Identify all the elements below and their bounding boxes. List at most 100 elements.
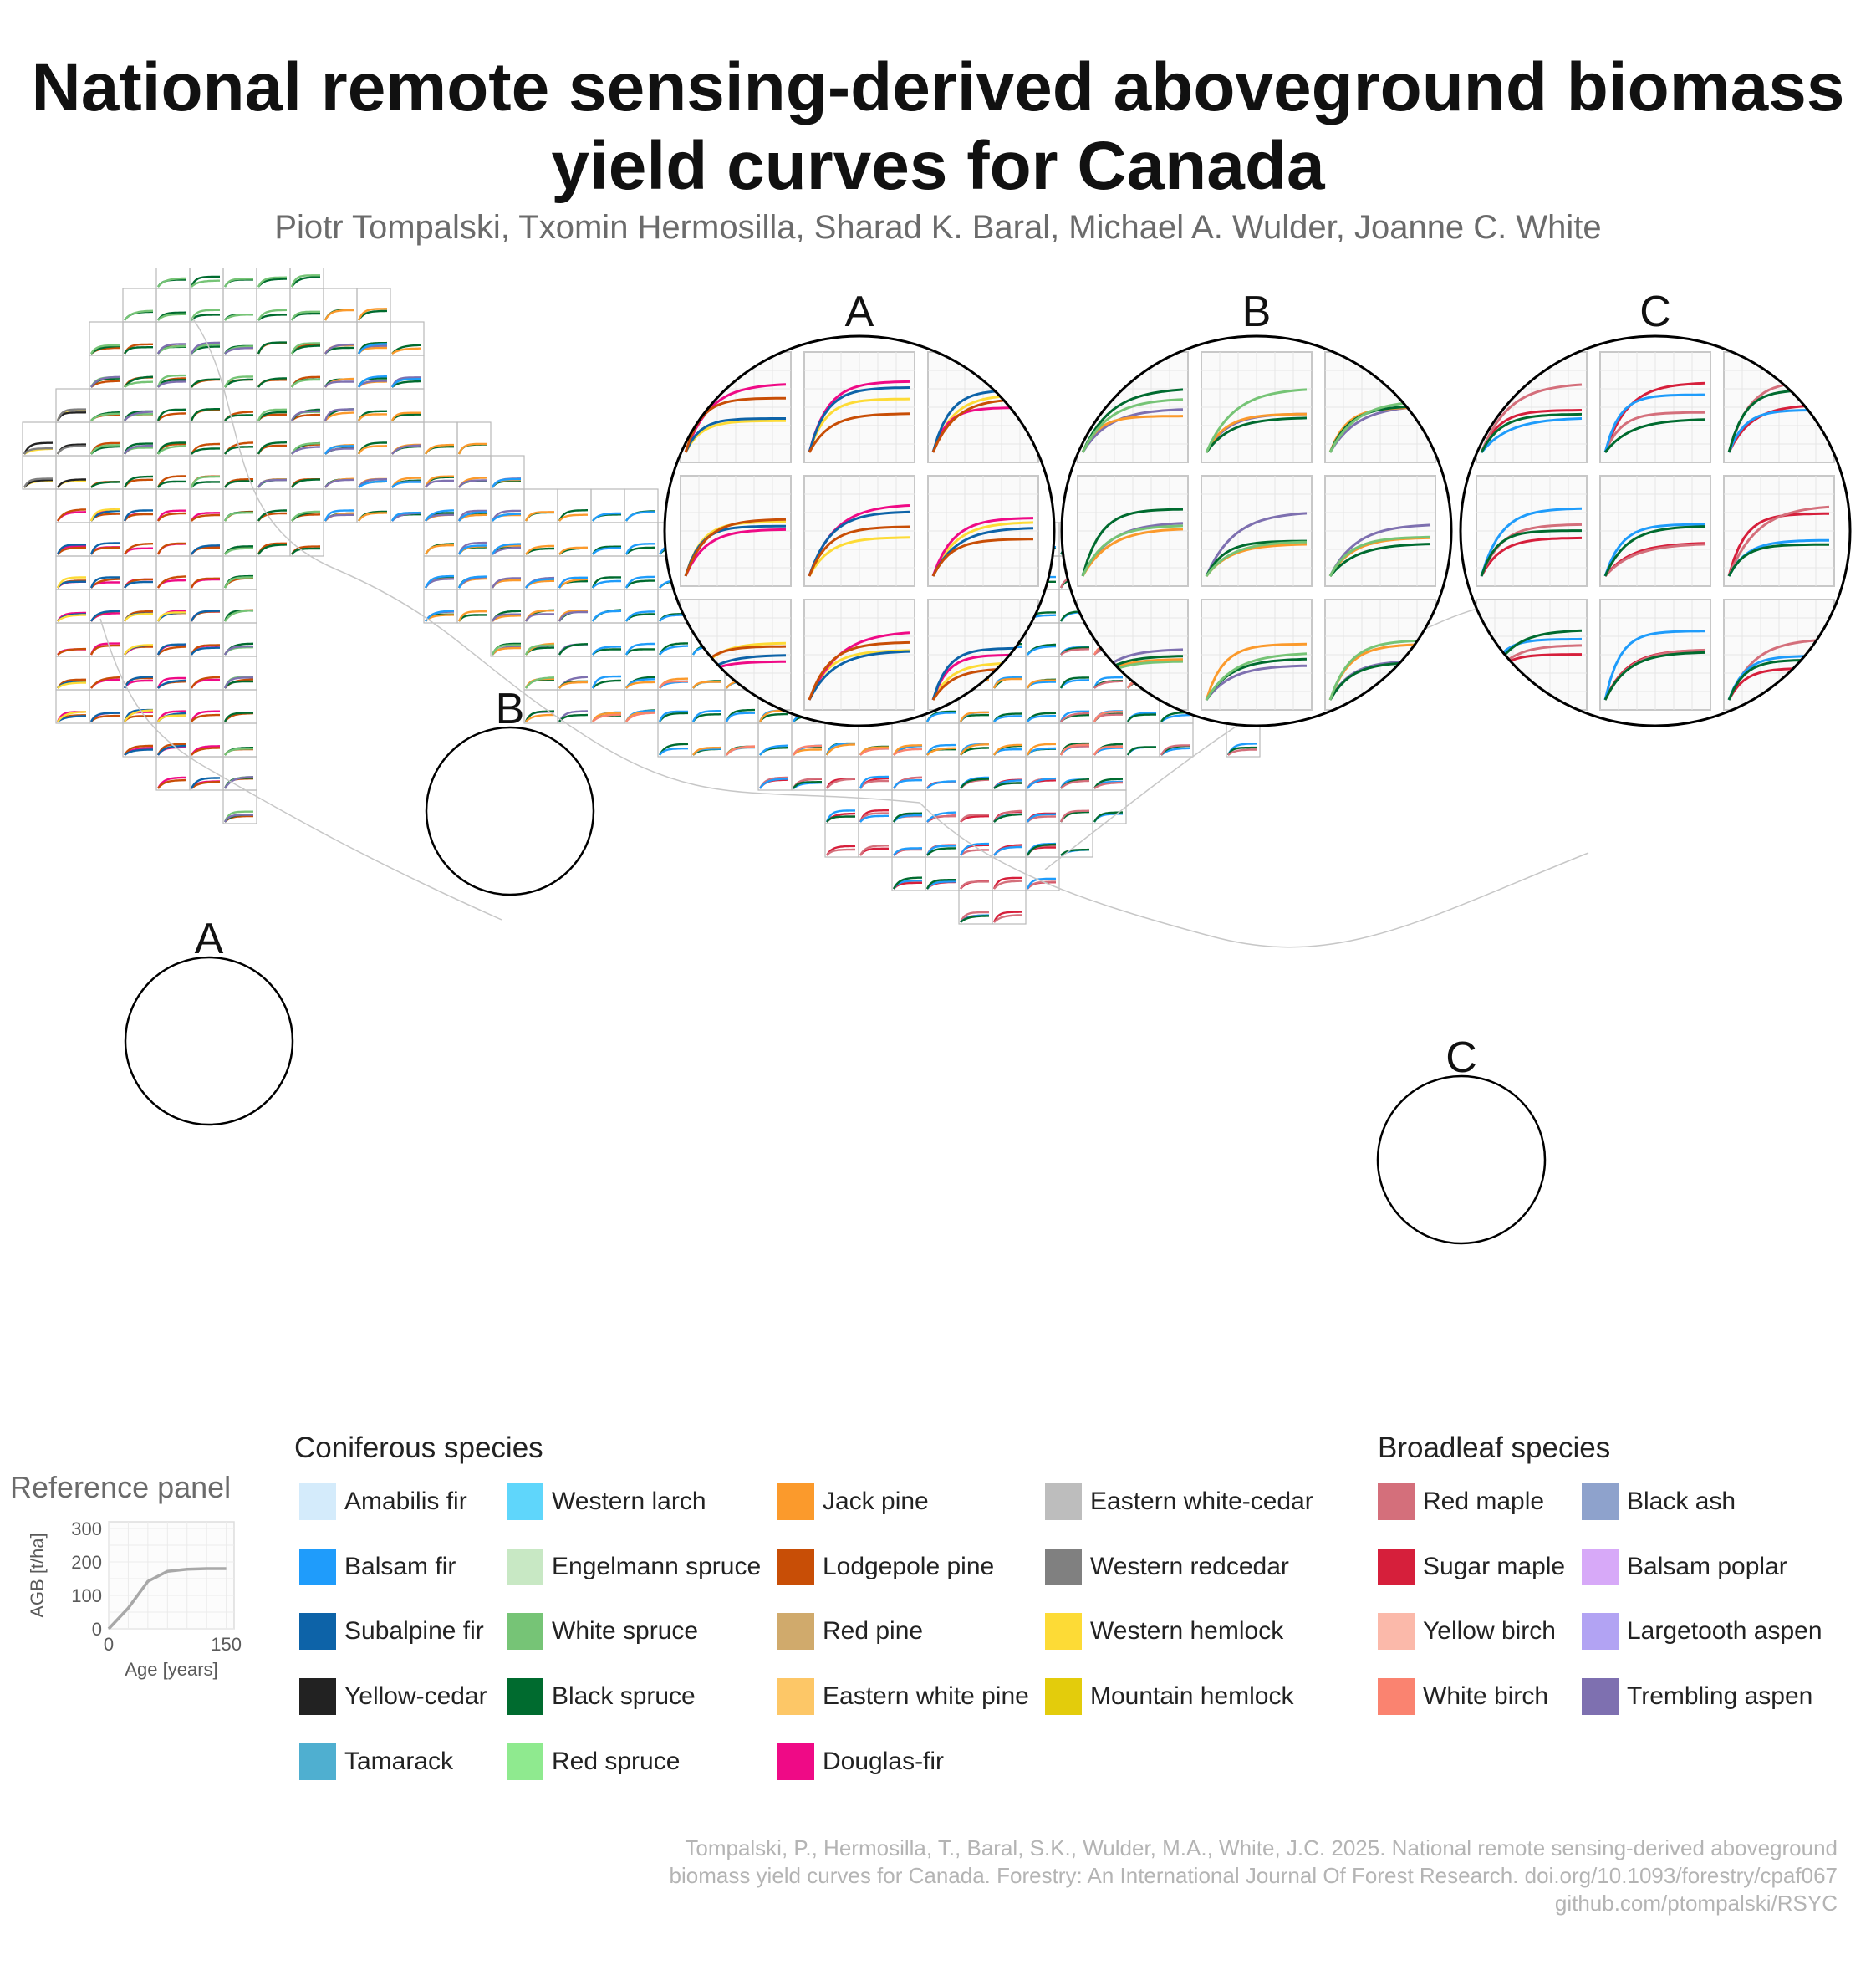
reference-x-tick: 150	[211, 1634, 242, 1655]
yield-curve	[124, 380, 153, 388]
yield-curve	[525, 578, 554, 589]
yield-curve	[458, 511, 487, 522]
yield-curve	[124, 715, 153, 722]
yield-curve	[391, 380, 421, 388]
yield-curve	[1060, 679, 1089, 689]
inset-yield-curve	[1480, 536, 1583, 577]
yield-curve	[425, 614, 454, 622]
yield-curve	[290, 545, 320, 555]
yield-curve	[190, 610, 220, 622]
yield-curve	[291, 276, 320, 288]
legend-item: Western redcedar	[1045, 1549, 1289, 1585]
yield-curve	[391, 344, 421, 355]
legend-label: Eastern white-cedar	[1090, 1488, 1313, 1515]
legend-item: Trembling aspen	[1582, 1678, 1812, 1715]
legend-item: Red pine	[777, 1613, 923, 1650]
legend-swatch	[777, 1613, 814, 1650]
yield-curve	[826, 743, 855, 756]
yield-curve	[89, 610, 120, 622]
yield-curve	[124, 644, 154, 656]
yield-curve	[89, 542, 120, 555]
inset-yield-curve	[1081, 508, 1184, 577]
yield-curve	[591, 545, 621, 555]
yield-curve	[358, 480, 387, 488]
yield-curve	[390, 512, 421, 522]
legend-swatch	[1582, 1613, 1619, 1650]
legend-label: Largetooth aspen	[1627, 1617, 1822, 1645]
yield-curve	[859, 746, 889, 756]
yield-curve	[157, 344, 186, 355]
yield-curve	[826, 848, 855, 856]
yield-curve	[157, 380, 186, 388]
yield-curve	[223, 676, 253, 689]
yield-curve	[1126, 746, 1156, 756]
yield-curve	[592, 713, 621, 722]
legend-item: White birch	[1378, 1678, 1548, 1715]
yield-curve	[156, 542, 186, 555]
yield-curve	[156, 643, 186, 656]
yield-curve	[1027, 645, 1057, 656]
yield-curve	[190, 275, 220, 288]
legend-swatch	[1378, 1678, 1415, 1715]
yield-curve	[1027, 681, 1056, 689]
yield-curve	[591, 610, 621, 622]
yield-curve	[156, 776, 186, 789]
yield-curve	[257, 377, 287, 388]
yield-curve	[223, 278, 253, 288]
reference-x-label: Age [years]	[125, 1659, 217, 1680]
legend-item: Tamarack	[299, 1743, 453, 1780]
yield-curve	[156, 441, 186, 455]
reference-x-tick: 0	[104, 1634, 114, 1655]
yield-curve	[759, 744, 788, 756]
yield-curve	[124, 346, 153, 355]
yield-curve	[425, 509, 454, 522]
yield-curve	[892, 876, 923, 890]
yield-curve	[825, 809, 855, 823]
yield-curve	[89, 508, 120, 522]
yield-curve	[591, 576, 621, 589]
yield-curve	[156, 374, 186, 388]
legend-item: Balsam fir	[299, 1549, 456, 1585]
yield-curve	[825, 845, 856, 856]
yield-curve	[191, 747, 220, 756]
inset-yield-curve	[1603, 543, 1706, 578]
yield-curve	[525, 676, 554, 689]
inset-yield-curve	[808, 536, 910, 577]
legend-swatch	[1378, 1549, 1415, 1585]
legend-swatch	[1045, 1549, 1082, 1585]
yield-curve	[492, 646, 521, 656]
yield-curve	[558, 610, 588, 622]
yield-curve	[1027, 880, 1056, 890]
yield-curve	[525, 613, 554, 622]
yield-curve	[625, 712, 655, 722]
yield-curve	[358, 309, 387, 321]
yield-curve	[223, 810, 253, 823]
inset-yield-curve	[931, 538, 1033, 577]
legend-label: Black ash	[1627, 1488, 1736, 1515]
yield-curve	[57, 715, 86, 722]
yield-curve	[659, 680, 688, 689]
legend-swatch	[299, 1743, 336, 1780]
yield-curve	[191, 314, 220, 321]
yield-curve	[993, 748, 1022, 756]
yield-curve	[558, 643, 589, 656]
legend-swatch	[777, 1743, 814, 1780]
yield-curve	[190, 710, 220, 722]
yield-curve	[257, 314, 287, 321]
yield-curve	[959, 814, 989, 823]
legend-swatch	[1582, 1678, 1619, 1715]
legend-item: Lodgepole pine	[777, 1549, 994, 1585]
yield-curve	[90, 481, 120, 488]
map-cell	[456, 421, 492, 457]
yield-curve	[558, 576, 588, 589]
inset-yield-curve	[1727, 543, 1829, 577]
inset-yield-curve	[808, 640, 910, 701]
yield-curve	[257, 512, 287, 522]
yield-curve	[90, 380, 120, 388]
yield-curve	[124, 748, 153, 756]
yield-curve	[725, 712, 755, 722]
yield-curve	[90, 444, 120, 455]
inset-yield-curve	[1480, 412, 1583, 453]
yield-curve	[157, 646, 186, 656]
yield-curve	[1093, 676, 1123, 689]
